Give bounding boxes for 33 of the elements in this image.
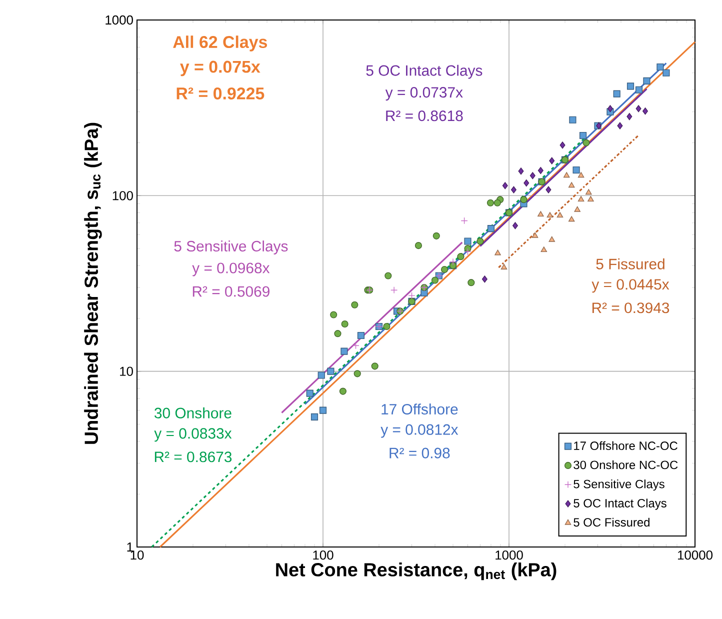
legend-label: 17 Offshore NC-OC	[574, 441, 678, 450]
x-axis-title: Net Cone Resistance, q$_{net}$ (kPa)	[276, 562, 556, 580]
text: 30 Onshore	[154, 407, 232, 418]
y-axis-title: Undrained Shear Strength, s$_{uc}$ (kPa)	[84, 122, 102, 444]
annotation: y = 0.0833x	[154, 428, 232, 442]
annotation: R² = 0.5069	[192, 286, 270, 297]
annotation: R² = 0.9225	[176, 87, 264, 100]
text: 5 Sensitive Clays	[174, 240, 288, 254]
x-tick-label: 100	[313, 550, 334, 560]
text: 5 OC Intact Clays	[366, 64, 482, 79]
annotation: R² = 0.8618	[386, 110, 463, 122]
legend-label: 5 OC Fissured	[574, 518, 650, 527]
y-tick-label: 1	[127, 542, 133, 552]
annotation: y = 0.075x	[180, 60, 260, 76]
annotation: R² = 0.3943	[592, 302, 670, 314]
legend-label: 5 OC Intact Clays	[574, 498, 666, 510]
x-tick-label: 10000	[678, 550, 713, 560]
text: 5 Fissured	[596, 258, 664, 270]
annotation: R² = 0.98	[390, 448, 450, 458]
text: 17 Offshore	[382, 404, 458, 415]
y-tick-label: 1000	[106, 15, 133, 25]
annotation: y = 0.0812x	[380, 424, 458, 438]
annotation: y = 0.0737x	[385, 87, 463, 101]
annotation: R² = 0.8673	[154, 452, 232, 462]
y-tick-label: 100	[112, 191, 133, 200]
x-tick-label: 10	[130, 550, 144, 560]
legend-label: 5 Sensitive Clays	[574, 480, 664, 491]
annotation: y = 0.0968x	[192, 262, 270, 276]
y-tick-label: 10	[120, 366, 133, 376]
x-tick-label: 1000	[496, 550, 523, 560]
legend-label: 30 Onshore NC-OC	[574, 460, 678, 470]
text: All 62 Clays	[173, 36, 267, 52]
annotation: y = 0.0445x	[592, 279, 670, 293]
